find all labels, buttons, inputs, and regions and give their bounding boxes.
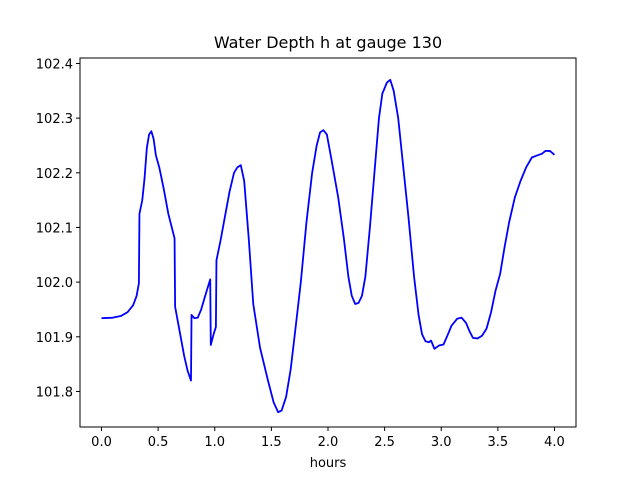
x-tick-label: 1.0 [204, 435, 225, 450]
series-line-0 [101, 78, 556, 414]
y-tick-label: 102.2 [36, 167, 73, 182]
series-layer [101, 78, 556, 414]
x-axis-ticks: 0.0 0.5 1.0 1.5 2.0 2.5 3.0 3.5 4.0 [91, 427, 565, 450]
x-tick-label: 3.5 [488, 435, 509, 450]
y-tick-label: 102.3 [36, 112, 73, 127]
y-tick-label: 102.1 [36, 221, 73, 236]
plot-frame [79, 57, 577, 428]
x-tick-label: 1.5 [261, 435, 282, 450]
x-tick-label: 3.0 [431, 435, 452, 450]
x-tick-label: 2.5 [374, 435, 395, 450]
x-axis-label: hours [310, 456, 347, 471]
chart-title: Water Depth h at gauge 130 [214, 33, 442, 52]
y-axis-ticks: 101.8 101.9 102.0 102.1 102.2 102.3 102.4 [36, 57, 80, 400]
x-tick-label: 0.5 [148, 435, 169, 450]
y-tick-label: 101.8 [36, 385, 73, 400]
x-tick-label: 0.0 [91, 435, 112, 450]
y-tick-label: 101.9 [36, 331, 73, 346]
x-tick-label: 4.0 [544, 435, 565, 450]
x-tick-label: 2.0 [318, 435, 339, 450]
y-tick-label: 102.4 [36, 57, 73, 72]
y-tick-label: 102.0 [36, 276, 73, 291]
